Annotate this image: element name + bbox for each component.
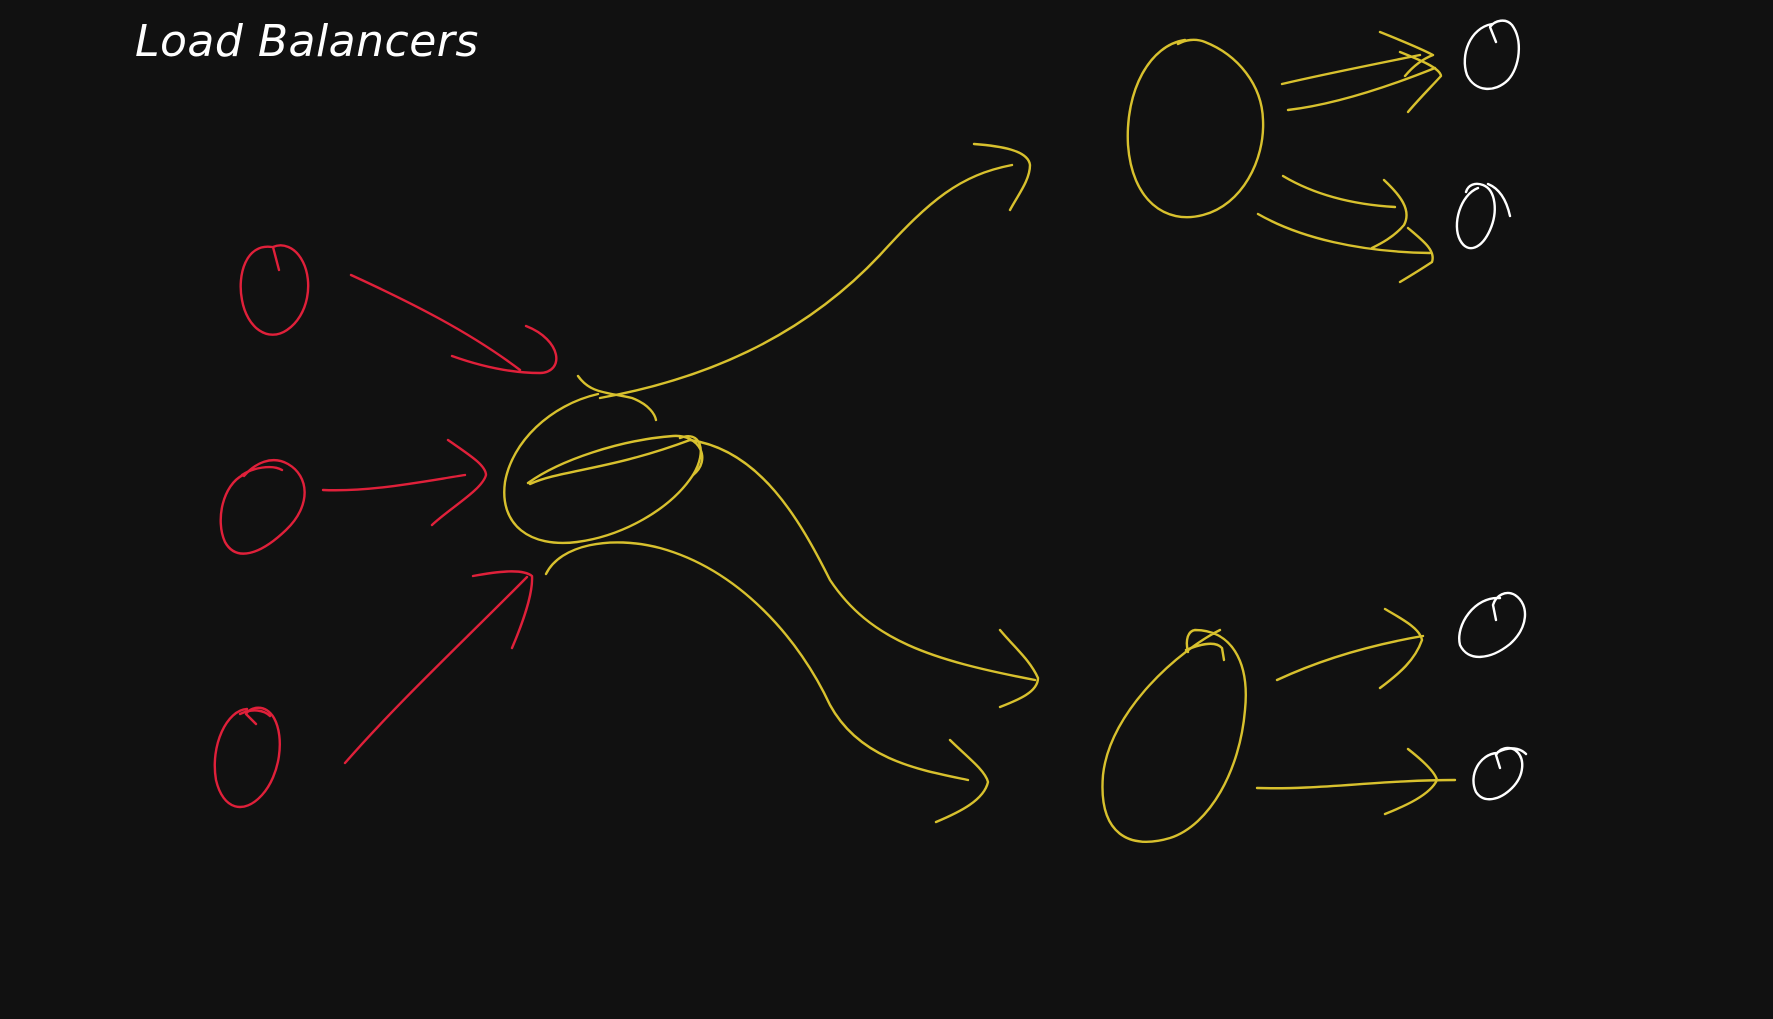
client-node-1	[239, 244, 310, 336]
upper-load-balancer	[1126, 30, 1443, 284]
server-node-2	[1455, 182, 1512, 250]
lower-load-balancer	[1101, 607, 1457, 843]
client-arrow-1	[349, 273, 558, 375]
server-node-3	[1458, 591, 1527, 659]
client-node-3	[213, 706, 281, 809]
clients-group	[213, 244, 558, 809]
main-load-balancer	[503, 374, 704, 545]
lb-to-lower-lb-arrow-1	[528, 438, 1040, 709]
client-arrow-3	[343, 570, 534, 765]
diagram-title: Load Balancers	[135, 16, 479, 67]
lb-to-lower-lb-arrow-2	[544, 541, 990, 824]
lb-to-upper-lb-arrow	[598, 142, 1032, 400]
servers-group	[1455, 19, 1528, 801]
client-arrow-2	[321, 438, 488, 527]
server-node-4	[1472, 746, 1528, 801]
client-node-2	[219, 459, 306, 555]
server-node-1	[1463, 19, 1520, 90]
